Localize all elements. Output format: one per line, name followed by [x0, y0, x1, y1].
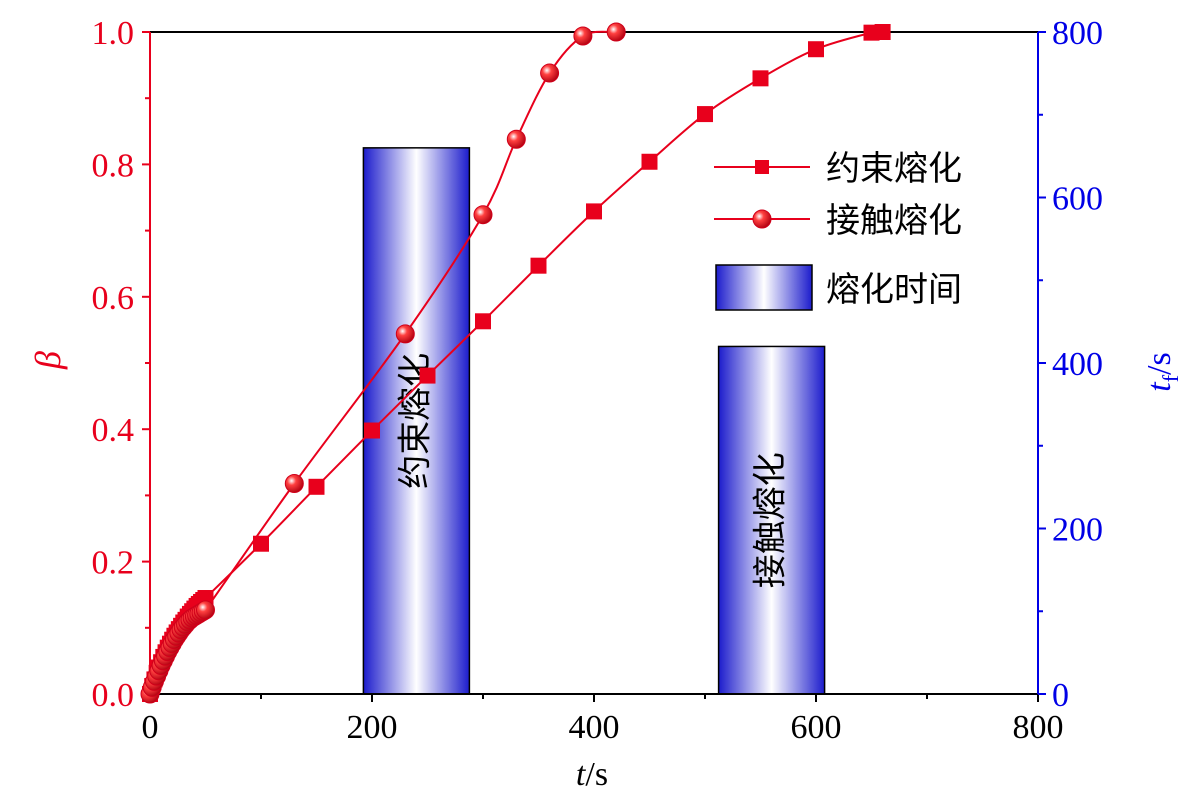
- contact-melting-point: [196, 600, 215, 620]
- y-left-tick-label: 0.4: [92, 412, 135, 449]
- contact-melting-point: [395, 324, 415, 344]
- legend-label-melting-time: 熔化时间: [826, 270, 962, 310]
- x-tick-label: 0: [142, 709, 159, 746]
- legend-sphere-marker: [752, 209, 772, 229]
- constrained-melting-point: [419, 367, 436, 384]
- constrained-melting-point: [586, 203, 602, 220]
- axes: 0 200 400 600 800 0.0 0.2 0.4 0.6 0.8 1.0 0 200 400 60…: [92, 15, 1104, 746]
- legend: 约束熔化 接触熔化 熔化时间: [714, 149, 962, 311]
- y-right-tick-label: 400: [1052, 346, 1103, 383]
- contact-melting-point: [506, 129, 526, 149]
- x-tick-label: 200: [347, 709, 398, 746]
- legend-label-constrained: 约束熔化: [826, 149, 962, 189]
- x-tick-label: 400: [569, 709, 620, 746]
- y-right-tick-label: 0: [1052, 677, 1069, 714]
- constrained-melting-point: [752, 70, 769, 87]
- contact-melting-point: [573, 26, 593, 46]
- series-markers: [140, 22, 891, 704]
- constrained-melting-point: [874, 24, 891, 40]
- contact-melting-point: [473, 205, 493, 225]
- constrained-melting-point: [364, 422, 380, 439]
- y-left-tick-label: 0.6: [92, 280, 135, 317]
- melting-time-bar-label: 接触熔化: [751, 452, 791, 588]
- legend-bar-swatch: [715, 264, 813, 311]
- x-tick-label: 800: [1013, 709, 1064, 746]
- legend-square-marker: [755, 160, 769, 174]
- y-left-tick-label: 0.8: [92, 147, 135, 184]
- x-axis-label: t/s: [576, 756, 608, 793]
- y-left-tick-label: 1.0: [92, 15, 135, 52]
- contact-melting-point: [540, 63, 560, 83]
- legend-label-contact: 接触熔化: [826, 201, 962, 241]
- y-left-axis-label: β: [28, 351, 68, 370]
- constrained-melting-point: [253, 535, 269, 552]
- y-left-tick-label: 0.0: [92, 677, 135, 714]
- y-right-axis-label: tf/s: [1141, 352, 1183, 391]
- y-right-tick-label: 800: [1052, 15, 1103, 52]
- constrained-melting-point: [308, 478, 325, 495]
- constrained-melting-point: [475, 313, 491, 330]
- constrained-melting-point: [641, 153, 658, 170]
- y-right-tick-label: 200: [1052, 512, 1103, 549]
- contact-melting-point: [606, 22, 626, 42]
- constrained-melting-point: [530, 257, 547, 274]
- y-left-tick-label: 0.2: [92, 545, 135, 582]
- constrained-melting-point: [808, 41, 824, 58]
- y-right-tick-label: 600: [1052, 181, 1103, 218]
- x-tick-label: 600: [791, 709, 842, 746]
- melting-time-bar: [717, 345, 826, 695]
- constrained-melting-point: [697, 106, 713, 123]
- contact-melting-point: [284, 473, 304, 493]
